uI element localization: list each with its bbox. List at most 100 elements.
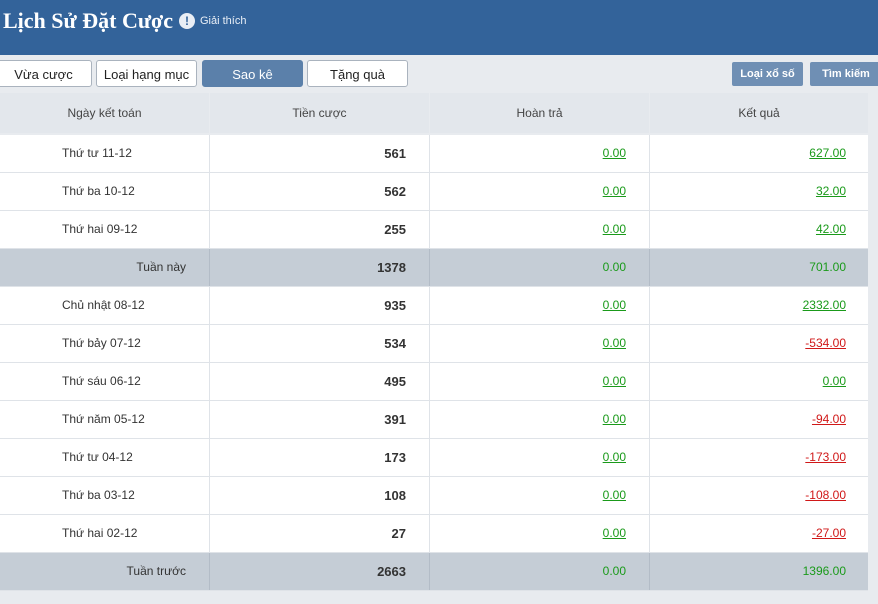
separator (429, 401, 430, 438)
separator (429, 439, 430, 476)
table-row: Thứ hai 02-12 27 0.00 -27.00 (0, 515, 868, 553)
separator (209, 211, 210, 248)
separator (649, 439, 650, 476)
title: Lịch Sử Đặt Cược (3, 8, 173, 33)
separator (209, 249, 210, 286)
bet-amount: 561 (384, 146, 406, 161)
refund: 0.00 (602, 260, 626, 274)
action-button[interactable]: Tìm kiếm (810, 62, 878, 86)
result: 1396.00 (802, 564, 846, 578)
separator (209, 401, 210, 438)
separator (429, 135, 430, 172)
bet-amount: 562 (384, 184, 406, 199)
result[interactable]: -94.00 (811, 412, 846, 426)
tab[interactable]: Loại hạng mục (96, 60, 197, 87)
bet-amount: 108 (384, 488, 406, 503)
tab[interactable]: Sao kê (202, 60, 303, 87)
info-icon[interactable]: ! (179, 13, 195, 29)
refund[interactable]: 0.00 (602, 374, 626, 388)
result[interactable]: 0.00 (822, 374, 846, 388)
refund[interactable]: 0.00 (602, 222, 626, 236)
result[interactable]: -108.00 (805, 488, 846, 502)
separator (429, 477, 430, 514)
table-row: Thứ tư 11-12 561 0.00 627.00 (0, 135, 868, 173)
bet-amount: 391 (384, 412, 406, 427)
result[interactable]: 627.00 (809, 146, 846, 160)
separator (649, 515, 650, 552)
refund[interactable]: 0.00 (602, 298, 626, 312)
separator (649, 249, 650, 286)
date: Thứ hai 02-12 (62, 526, 138, 540)
date: Thứ sáu 06-12 (62, 374, 141, 388)
table-row: Thứ sáu 06-12 495 0.00 0.00 (0, 363, 868, 401)
separator (649, 211, 650, 248)
table-row: Thứ hai 09-12 255 0.00 42.00 (0, 211, 868, 249)
refund[interactable]: 0.00 (602, 146, 626, 160)
bet-amount: 534 (384, 336, 406, 351)
action-button[interactable]: Loại xổ số (732, 62, 803, 86)
refund: 0.00 (602, 564, 626, 578)
separator (649, 477, 650, 514)
separator (209, 477, 210, 514)
result: 701.00 (809, 260, 846, 274)
refund[interactable]: 0.00 (602, 488, 626, 502)
result[interactable]: -534.00 (805, 336, 846, 350)
result[interactable]: -173.00 (805, 450, 846, 464)
separator (649, 553, 650, 590)
separator (649, 173, 650, 210)
result[interactable]: 42.00 (815, 222, 846, 236)
separator (429, 553, 430, 590)
refund[interactable]: 0.00 (602, 184, 626, 198)
date: Thứ ba 10-12 (62, 184, 135, 198)
separator (429, 363, 430, 400)
bet-amount: 2663 (377, 564, 406, 579)
result[interactable]: 2332.00 (802, 298, 846, 312)
refund[interactable]: 0.00 (602, 412, 626, 426)
separator (429, 287, 430, 324)
bet-amount: 935 (384, 298, 406, 313)
table-row: Thứ năm 05-12 391 0.00 -94.00 (0, 401, 868, 439)
refund[interactable]: 0.00 (602, 526, 626, 540)
column-header: Kết quả (650, 93, 868, 133)
summary-row: Tuần trước 2663 0.00 1396.00 (0, 553, 868, 591)
column-header: Ngày kết toán (0, 93, 209, 133)
refund[interactable]: 0.00 (602, 450, 626, 464)
separator (649, 363, 650, 400)
separator (209, 553, 210, 590)
date: Thứ tư 04-12 (62, 450, 133, 464)
table-row: Thứ bảy 07-12 534 0.00 -534.00 (0, 325, 868, 363)
table-row: Chủ nhật 08-12 935 0.00 2332.00 (0, 287, 868, 325)
table-row: Thứ ba 03-12 108 0.00 -108.00 (0, 477, 868, 515)
result[interactable]: -27.00 (811, 526, 846, 540)
separator (209, 363, 210, 400)
separator (649, 325, 650, 362)
column-header: Hoàn trả (430, 93, 649, 133)
separator (209, 439, 210, 476)
separator (429, 515, 430, 552)
refund[interactable]: 0.00 (602, 336, 626, 350)
separator (649, 287, 650, 324)
separator (209, 135, 210, 172)
date: Thứ bảy 07-12 (62, 336, 141, 350)
bet-amount: 27 (391, 526, 406, 541)
date: Thứ hai 09-12 (62, 222, 138, 236)
separator (429, 325, 430, 362)
column-header: Tiền cược (210, 93, 429, 133)
header (0, 0, 878, 55)
separator (209, 287, 210, 324)
tab[interactable]: Tặng quà (307, 60, 408, 87)
separator (209, 325, 210, 362)
table-row: Thứ tư 04-12 173 0.00 -173.00 (0, 439, 868, 477)
separator (429, 249, 430, 286)
separator (429, 173, 430, 210)
period-label: Tuần trước (126, 564, 186, 578)
bet-amount: 173 (384, 450, 406, 465)
period-label: Tuần này (136, 260, 186, 274)
help-link[interactable]: Giải thích (200, 15, 247, 27)
tab[interactable]: Vừa cược (0, 60, 92, 87)
separator (209, 173, 210, 210)
separator (429, 211, 430, 248)
result[interactable]: 32.00 (815, 184, 846, 198)
bet-amount: 495 (384, 374, 406, 389)
